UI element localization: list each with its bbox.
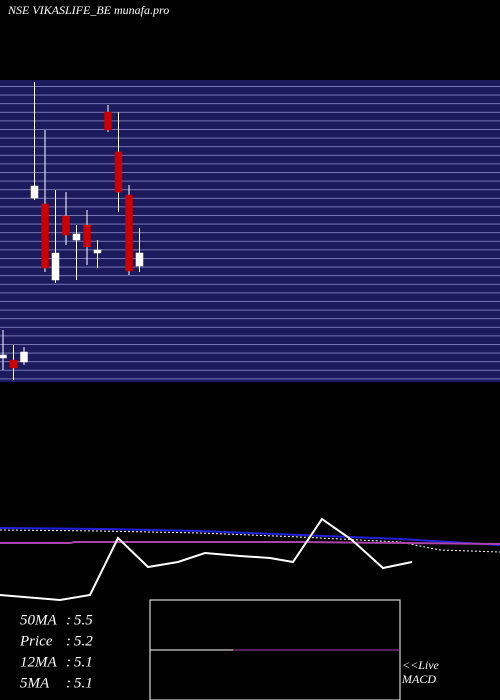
candle-body: [104, 111, 112, 131]
indicator-value: 5.1: [74, 654, 93, 670]
candle-body: [51, 252, 60, 281]
indicator-line: [0, 517, 413, 602]
indicator-label: 50MA: [20, 612, 57, 628]
indicator-label: 5MA: [20, 675, 50, 691]
live-label: <<Live: [402, 658, 440, 672]
indicator-label: 12MA: [20, 654, 57, 670]
indicator-line: [0, 529, 500, 553]
indicator-sep: :: [66, 633, 71, 649]
indicator-value: 5.5: [74, 612, 93, 628]
candle-body: [125, 194, 133, 272]
candle-body: [62, 215, 70, 236]
candle-body: [41, 203, 49, 269]
candle-body: [135, 252, 144, 267]
indicator-sep: :: [66, 612, 71, 628]
indicator-value: 5.1: [74, 675, 93, 691]
candle-body: [0, 354, 7, 359]
indicator-value: 5.2: [74, 633, 93, 649]
candle-body: [93, 249, 102, 254]
indicator-sep: :: [66, 675, 71, 691]
candle-body: [20, 351, 28, 363]
macd-label: MACD: [401, 672, 436, 686]
indicator-label: Price: [19, 633, 53, 649]
indicator-line: [0, 527, 500, 546]
candle-body: [83, 224, 91, 248]
candle-body: [30, 185, 39, 199]
chart-title: NSE VIKASLIFE_BE munafa.pro: [7, 3, 169, 17]
indicator-sep: :: [66, 654, 71, 670]
price-panel: [0, 80, 500, 382]
candle-body: [114, 151, 123, 193]
candle-body: [72, 233, 81, 241]
candle-body: [9, 359, 18, 369]
indicator-line: [0, 541, 500, 545]
